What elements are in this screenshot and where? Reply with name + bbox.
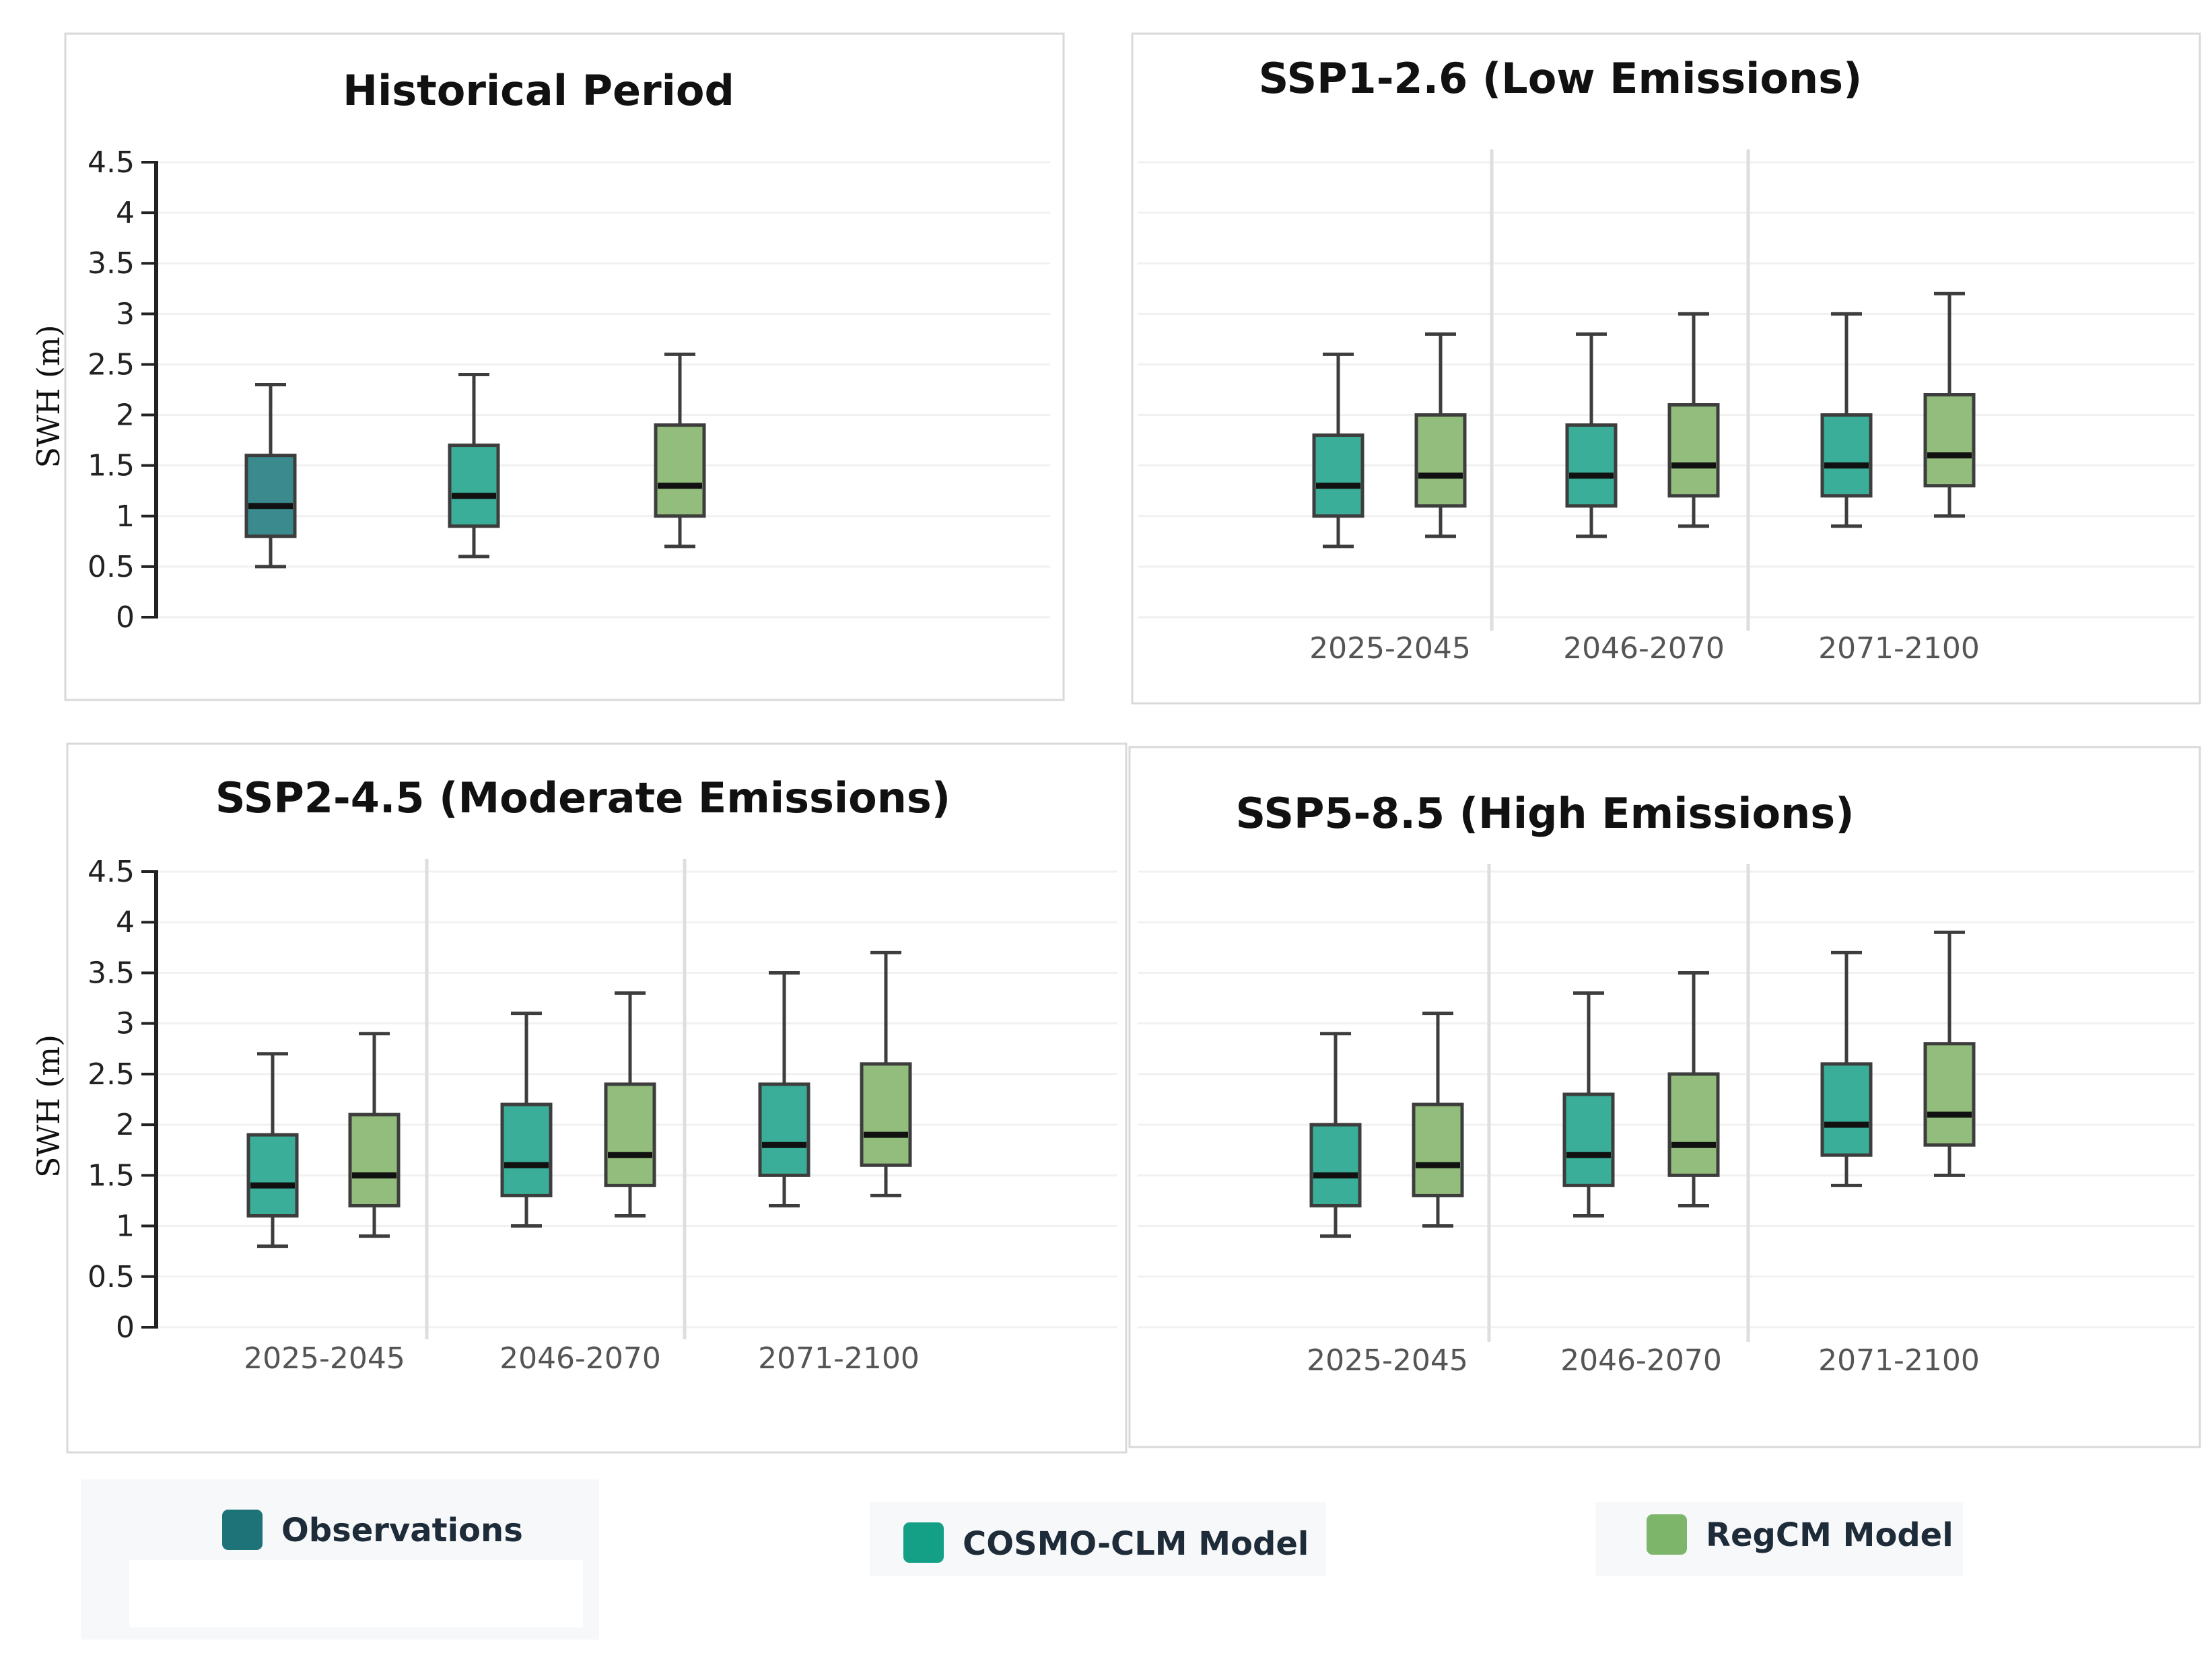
iqr-box	[654, 423, 706, 518]
iqr-box	[604, 1082, 656, 1187]
y-tick-label: 3	[116, 297, 135, 331]
category-label: 2071-2100	[1818, 1343, 1980, 1378]
iqr-box	[860, 1062, 912, 1167]
y-tick-label: 0.5	[88, 550, 135, 584]
box-regcm-model	[860, 950, 912, 1197]
legend-label: RegCM Model	[1706, 1516, 1954, 1554]
iqr-box	[1309, 1123, 1362, 1207]
legend-item-background	[870, 1502, 1326, 1576]
y-tick-label: 4.5	[88, 855, 135, 889]
box-regcm-model	[1414, 332, 1467, 538]
iqr-box	[1923, 393, 1976, 488]
iqr-box	[500, 1102, 553, 1197]
y-tick-label: 1	[116, 1209, 135, 1244]
iqr-box	[1923, 1042, 1976, 1147]
y-tick-label: 3	[116, 1007, 135, 1041]
box-cosmo-clm-model	[1820, 312, 1873, 528]
box-regcm-model	[1412, 1012, 1464, 1228]
box-cosmo-clm-model	[1820, 950, 1873, 1187]
y-tick-label: 1.5	[88, 1158, 135, 1193]
box-cosmo-clm-model	[1312, 352, 1364, 549]
box-regcm-model	[1923, 930, 1976, 1177]
iqr-box	[758, 1082, 810, 1177]
panel-frame	[64, 32, 1065, 701]
box-regcm-model	[654, 352, 706, 549]
iqr-box	[1565, 423, 1618, 508]
iqr-box	[1414, 413, 1467, 508]
legend-label: Observations	[281, 1512, 523, 1549]
box-regcm-model	[1667, 312, 1720, 528]
y-tick-label: 2.5	[88, 347, 135, 382]
panel-title: SSP5-8.5 (High Emissions)	[1235, 789, 1854, 838]
box-cosmo-clm-model	[758, 971, 810, 1207]
category-label: 2025-2045	[1307, 1343, 1468, 1378]
y-tick-label: 2.5	[88, 1057, 135, 1092]
iqr-box	[246, 1133, 299, 1218]
legend-swatch	[222, 1510, 263, 1550]
box-regcm-model	[1923, 291, 1976, 518]
chart-panel-2: SSP1-2.6 (Low Emissions) 2025-2045 2046-20…	[1131, 32, 2201, 705]
y-tick-label: 4	[116, 196, 135, 230]
panel-frame	[66, 742, 1128, 1454]
iqr-box	[1667, 1072, 1720, 1177]
category-label: 2071-2100	[1818, 631, 1980, 666]
panel-title: Historical Period	[343, 66, 734, 115]
y-tick-label: 2	[116, 398, 135, 433]
chart-panel-3: SSP2-4.5 (Moderate Emissions) 0 0.5 1 1.5 2 2.…	[30, 742, 1128, 1454]
box-cosmo-clm-model	[448, 372, 500, 559]
iqr-box	[1820, 1062, 1873, 1157]
category-label: 2025-2045	[244, 1341, 405, 1376]
y-tick-label: 4	[116, 905, 135, 940]
legend-swatch	[1647, 1514, 1687, 1555]
box-regcm-model	[1667, 971, 1720, 1207]
y-tick-label: 0	[116, 1310, 135, 1345]
chart-panel-4: SSP5-8.5 (High Emissions) 2025-2045 2046-2…	[1128, 746, 2201, 1448]
y-tick-label: 3.5	[88, 956, 135, 990]
legend-label: COSMO-CLM Model	[963, 1525, 1309, 1563]
category-label: 2046-2070	[499, 1341, 661, 1376]
y-axis-title: SWH (m)	[30, 1034, 67, 1178]
legend-item-cosmo-clm-model: COSMO-CLM Model	[870, 1502, 1326, 1576]
y-tick-label: 1	[116, 499, 135, 534]
iqr-box	[244, 454, 297, 538]
panel-frame	[1128, 746, 2201, 1448]
box-cosmo-clm-model	[1565, 332, 1618, 538]
iqr-box	[1312, 433, 1364, 518]
legend-swatch	[903, 1522, 944, 1563]
category-label: 2046-2070	[1560, 1343, 1722, 1378]
panel-frame	[1131, 32, 2201, 705]
iqr-box	[1562, 1092, 1615, 1187]
iqr-box	[348, 1113, 401, 1207]
iqr-box	[1667, 403, 1720, 498]
category-label: 2046-2070	[1563, 631, 1725, 666]
legend-blank-area	[129, 1560, 583, 1627]
y-tick-label: 4.5	[88, 145, 135, 180]
chart-panel-1: Historical Period 0 0.5 1 1.5 2 2.5 3 3.5 4 4.5 SWH…	[30, 32, 1065, 701]
iqr-box	[1412, 1102, 1464, 1197]
box-regcm-model	[348, 1032, 401, 1238]
y-tick-label: 0	[116, 600, 135, 635]
panel-title: SSP1-2.6 (Low Emissions)	[1259, 54, 1863, 103]
chart-panels: Historical Period 0 0.5 1 1.5 2 2.5 3 3.5 4 4.5 SWH…	[30, 32, 2201, 1454]
y-tick-label: 0.5	[88, 1260, 135, 1294]
y-tick-label: 2	[116, 1108, 135, 1142]
category-label: 2071-2100	[758, 1341, 920, 1376]
legend: Observations COSMO-CLM Model RegCM Model	[81, 1479, 1963, 1640]
y-tick-label: 3.5	[88, 246, 135, 281]
box-cosmo-clm-model	[246, 1052, 299, 1248]
legend-item-regcm-model: RegCM Model	[1595, 1502, 1963, 1576]
y-axis-title: SWH (m)	[30, 324, 67, 468]
iqr-box	[448, 444, 500, 528]
box-cosmo-clm-model	[500, 1012, 553, 1228]
panel-title: SSP2-4.5 (Moderate Emissions)	[215, 773, 951, 822]
box-regcm-model	[604, 991, 656, 1218]
box-cosmo-clm-model	[1309, 1032, 1362, 1238]
category-label: 2025-2045	[1309, 631, 1471, 666]
y-tick-label: 1.5	[88, 449, 135, 483]
box-cosmo-clm-model	[1562, 991, 1615, 1218]
box-observations	[244, 382, 297, 569]
iqr-box	[1820, 413, 1873, 498]
